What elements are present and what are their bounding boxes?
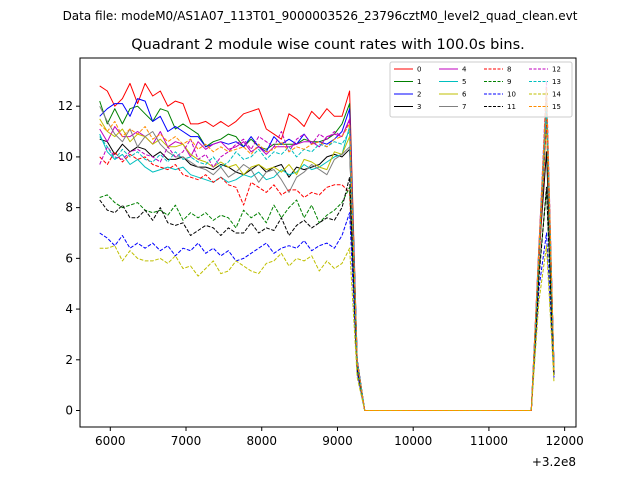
chart-title: Quadrant 2 module wise count rates with … xyxy=(131,37,525,53)
y-tick-label: 8 xyxy=(65,201,73,215)
legend-label-12: 12 xyxy=(552,66,561,74)
x-tick-label: 12000 xyxy=(546,434,584,448)
series-line-4 xyxy=(99,118,555,411)
legend-label-1: 1 xyxy=(417,78,421,86)
legend-label-4: 4 xyxy=(462,66,467,74)
legend-label-7: 7 xyxy=(462,103,466,111)
legend-label-11: 11 xyxy=(507,103,516,111)
legend-label-15: 15 xyxy=(552,103,561,111)
legend-box xyxy=(389,61,573,118)
series-line-15 xyxy=(99,87,555,411)
series-line-11 xyxy=(99,176,555,411)
y-tick-label: 6 xyxy=(65,251,73,265)
y-tick-label: 12 xyxy=(58,99,73,113)
legend-label-13: 13 xyxy=(552,78,561,86)
x-tick-label: 8000 xyxy=(246,434,277,448)
x-tick-label: 11000 xyxy=(470,434,508,448)
series-line-0 xyxy=(99,82,555,411)
x-tick-label: 7000 xyxy=(171,434,202,448)
series-line-6 xyxy=(99,118,555,411)
x-offset-label: +3.2e8 xyxy=(532,455,576,469)
x-tick-label: 6000 xyxy=(95,434,126,448)
legend-label-14: 14 xyxy=(552,91,561,99)
plot-lines xyxy=(99,80,555,411)
y-tick-label: 10 xyxy=(58,150,73,164)
y-tick-label: 4 xyxy=(65,302,73,316)
series-line-9 xyxy=(99,186,555,411)
series-line-10 xyxy=(99,212,555,411)
legend-label-3: 3 xyxy=(417,103,421,111)
legend-label-5: 5 xyxy=(462,78,466,86)
chart-suptitle: Data file: modeM0/AS1A07_113T01_90000035… xyxy=(63,9,578,23)
series-line-5 xyxy=(99,115,555,411)
plot-frame xyxy=(79,57,577,428)
series-line-2 xyxy=(99,98,555,411)
y-tick-label: 0 xyxy=(65,404,73,418)
legend-label-9: 9 xyxy=(507,78,511,86)
y-tick-label: 2 xyxy=(65,353,73,367)
legend-label-6: 6 xyxy=(462,91,467,99)
y-axis: 0 2 4 6 8 10 12 xyxy=(58,99,80,418)
series-line-8 xyxy=(99,118,555,411)
series-line-14 xyxy=(99,245,555,411)
legend-label-10: 10 xyxy=(507,91,516,99)
series-line-12 xyxy=(99,80,555,411)
x-tick-label: 9000 xyxy=(322,434,353,448)
x-tick-label: 10000 xyxy=(394,434,432,448)
legend-label-2: 2 xyxy=(417,91,421,99)
legend-label-8: 8 xyxy=(507,66,511,74)
x-axis: 6000 7000 8000 9000 10000 11000 12000 xyxy=(95,427,584,448)
series-line-3 xyxy=(99,138,555,411)
legend-label-0: 0 xyxy=(417,66,421,74)
